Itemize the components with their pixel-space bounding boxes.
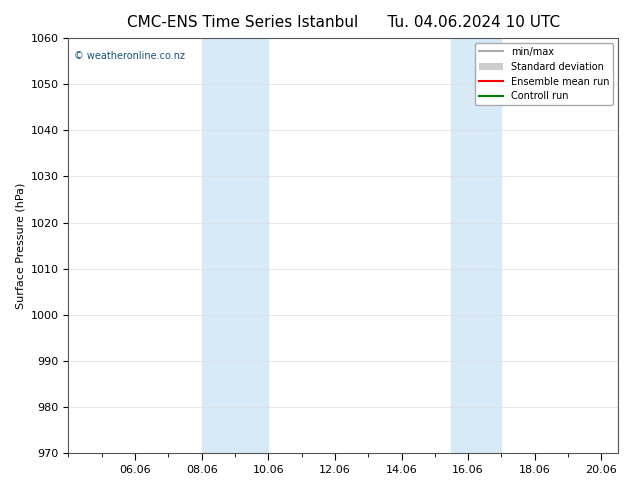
Text: © weatheronline.co.nz: © weatheronline.co.nz (74, 50, 185, 61)
Title: CMC-ENS Time Series Istanbul      Tu. 04.06.2024 10 UTC: CMC-ENS Time Series Istanbul Tu. 04.06.2… (127, 15, 560, 30)
Bar (202, 38, 268, 453)
Y-axis label: Surface Pressure (hPa): Surface Pressure (hPa) (15, 182, 25, 309)
Legend: min/max, Standard deviation, Ensemble mean run, Controll run: min/max, Standard deviation, Ensemble me… (475, 43, 613, 105)
Bar (451, 38, 501, 453)
